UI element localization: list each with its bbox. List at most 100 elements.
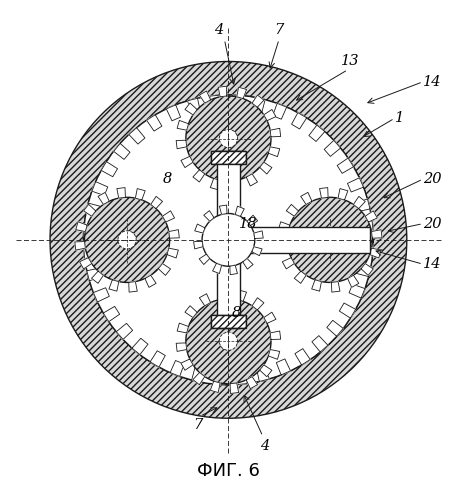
- Polygon shape: [86, 203, 101, 215]
- Bar: [240, 226, 371, 253]
- Polygon shape: [214, 371, 225, 384]
- Polygon shape: [193, 170, 205, 182]
- Polygon shape: [365, 211, 377, 222]
- Polygon shape: [166, 105, 181, 121]
- Polygon shape: [218, 289, 227, 300]
- Polygon shape: [117, 188, 125, 198]
- Polygon shape: [246, 376, 257, 388]
- Text: ФИГ. 6: ФИГ. 6: [197, 462, 260, 480]
- Polygon shape: [243, 258, 253, 269]
- Polygon shape: [98, 192, 109, 204]
- Polygon shape: [339, 303, 356, 318]
- Polygon shape: [312, 336, 328, 352]
- Circle shape: [83, 95, 373, 385]
- Bar: [211, 316, 246, 328]
- Polygon shape: [210, 381, 220, 392]
- Polygon shape: [230, 383, 239, 394]
- Polygon shape: [181, 156, 193, 168]
- Polygon shape: [309, 125, 325, 142]
- Polygon shape: [219, 205, 227, 214]
- Polygon shape: [292, 112, 307, 129]
- Polygon shape: [264, 110, 276, 120]
- Polygon shape: [235, 206, 244, 216]
- Polygon shape: [109, 280, 119, 291]
- Polygon shape: [232, 95, 243, 109]
- Polygon shape: [129, 128, 145, 144]
- Polygon shape: [194, 241, 203, 249]
- Polygon shape: [354, 196, 365, 208]
- Text: 20: 20: [423, 216, 441, 230]
- Text: 1: 1: [394, 111, 404, 125]
- Polygon shape: [210, 95, 221, 109]
- Polygon shape: [252, 298, 264, 310]
- Polygon shape: [247, 215, 257, 226]
- Polygon shape: [181, 359, 193, 370]
- Polygon shape: [76, 222, 87, 232]
- Polygon shape: [319, 188, 328, 198]
- Polygon shape: [87, 268, 102, 280]
- Polygon shape: [276, 359, 290, 375]
- Polygon shape: [92, 182, 108, 196]
- Polygon shape: [294, 271, 306, 283]
- Polygon shape: [370, 248, 381, 258]
- Polygon shape: [252, 95, 264, 108]
- Text: 13: 13: [341, 54, 359, 68]
- Polygon shape: [147, 114, 162, 131]
- Text: 20: 20: [423, 172, 441, 186]
- Polygon shape: [159, 264, 171, 276]
- Polygon shape: [177, 120, 189, 130]
- Polygon shape: [338, 188, 348, 200]
- Polygon shape: [301, 192, 312, 204]
- Polygon shape: [359, 222, 373, 232]
- Polygon shape: [237, 87, 247, 99]
- Polygon shape: [176, 343, 187, 351]
- Polygon shape: [91, 271, 104, 283]
- Polygon shape: [324, 140, 340, 156]
- Polygon shape: [129, 282, 137, 292]
- Polygon shape: [270, 128, 280, 137]
- Circle shape: [219, 130, 237, 148]
- Polygon shape: [188, 98, 200, 114]
- Circle shape: [202, 214, 255, 266]
- Polygon shape: [150, 351, 165, 367]
- Polygon shape: [132, 338, 148, 354]
- Polygon shape: [278, 242, 288, 250]
- Text: 7: 7: [274, 23, 284, 37]
- Polygon shape: [348, 276, 359, 287]
- Polygon shape: [295, 348, 310, 365]
- Polygon shape: [279, 222, 290, 232]
- Text: 4: 4: [260, 438, 270, 452]
- Polygon shape: [75, 242, 85, 250]
- Polygon shape: [177, 323, 189, 333]
- Polygon shape: [136, 188, 145, 200]
- Text: 18: 18: [240, 216, 258, 230]
- Polygon shape: [210, 178, 220, 190]
- Polygon shape: [151, 196, 163, 208]
- Polygon shape: [103, 306, 120, 322]
- Circle shape: [219, 332, 237, 350]
- Text: 4: 4: [214, 23, 223, 37]
- Polygon shape: [199, 294, 211, 306]
- Text: 8: 8: [232, 306, 241, 320]
- Text: 14: 14: [423, 257, 441, 271]
- Polygon shape: [270, 331, 280, 340]
- Circle shape: [118, 230, 136, 249]
- Polygon shape: [236, 370, 247, 384]
- Polygon shape: [371, 230, 382, 238]
- Polygon shape: [312, 280, 321, 291]
- Polygon shape: [212, 264, 221, 274]
- Polygon shape: [204, 210, 214, 221]
- Polygon shape: [286, 204, 298, 216]
- Polygon shape: [230, 180, 239, 191]
- Circle shape: [186, 298, 271, 384]
- Polygon shape: [268, 350, 280, 360]
- Polygon shape: [361, 264, 373, 276]
- Text: 7: 7: [193, 418, 203, 432]
- Circle shape: [50, 62, 407, 418]
- Polygon shape: [193, 372, 205, 384]
- Polygon shape: [169, 230, 179, 238]
- Polygon shape: [101, 162, 118, 176]
- Polygon shape: [170, 360, 184, 376]
- Polygon shape: [192, 368, 204, 382]
- Polygon shape: [348, 178, 363, 192]
